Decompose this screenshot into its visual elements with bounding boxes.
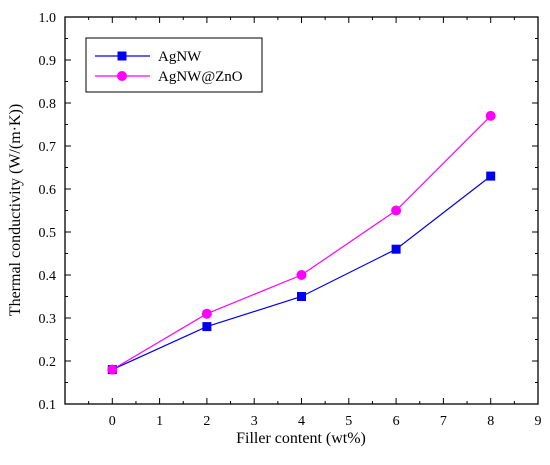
x-tick-label: 9 xyxy=(535,414,542,429)
y-axis-title: Thermal conductivity (W/(m·K)) xyxy=(7,104,24,316)
data-point-0 xyxy=(202,322,212,332)
data-point-1 xyxy=(485,110,496,121)
tick-labels: 0 1 2 3 4 5 6 7 8 9 0.1 0.2 0.3 0.4 0.5 0.6 0.7 0.8 0.9 1.0 xyxy=(39,11,542,429)
x-tick-label: 3 xyxy=(251,414,258,429)
data-point-0 xyxy=(297,292,306,301)
legend-label-0: AgNW xyxy=(158,49,202,65)
y-tick-label: 0.1 xyxy=(39,398,57,413)
x-tick-label: 2 xyxy=(203,414,210,429)
x-tick-label: 5 xyxy=(345,414,352,429)
y-tick-label: 0.4 xyxy=(39,269,57,284)
y-tick-label: 0.3 xyxy=(39,312,57,327)
legend-marker-1 xyxy=(117,71,127,81)
data-point-1 xyxy=(107,364,118,375)
x-tick-label: 6 xyxy=(393,414,400,429)
series-markers xyxy=(107,110,496,375)
data-point-0 xyxy=(486,171,496,181)
data-point-1 xyxy=(391,205,402,216)
y-tick-label: 0.2 xyxy=(39,355,57,370)
y-tick-label: 0.9 xyxy=(39,54,57,69)
legend-marker-0 xyxy=(117,51,127,61)
x-tick-label: 0 xyxy=(109,414,116,429)
data-point-1 xyxy=(201,308,212,319)
legend-box xyxy=(85,37,263,93)
y-tick-label: 0.6 xyxy=(39,183,57,198)
data-point-0 xyxy=(391,244,401,254)
x-tick-label: 4 xyxy=(298,414,305,429)
x-tick-label: 7 xyxy=(440,414,447,429)
axis-ticks xyxy=(65,16,539,405)
legend: AgNW AgNW@ZnO xyxy=(85,37,263,93)
x-tick-label: 8 xyxy=(487,414,494,429)
data-point-1 xyxy=(296,270,307,280)
y-tick-label: 0.8 xyxy=(39,97,57,112)
legend-label-1: AgNW@ZnO xyxy=(158,69,243,85)
x-tick-label: 1 xyxy=(156,414,163,429)
y-tick-label: 1.0 xyxy=(39,11,57,26)
x-axis-title: Filler content (wt%) xyxy=(236,430,366,447)
y-tick-label: 0.7 xyxy=(39,140,57,155)
y-tick-label: 0.5 xyxy=(39,226,57,241)
